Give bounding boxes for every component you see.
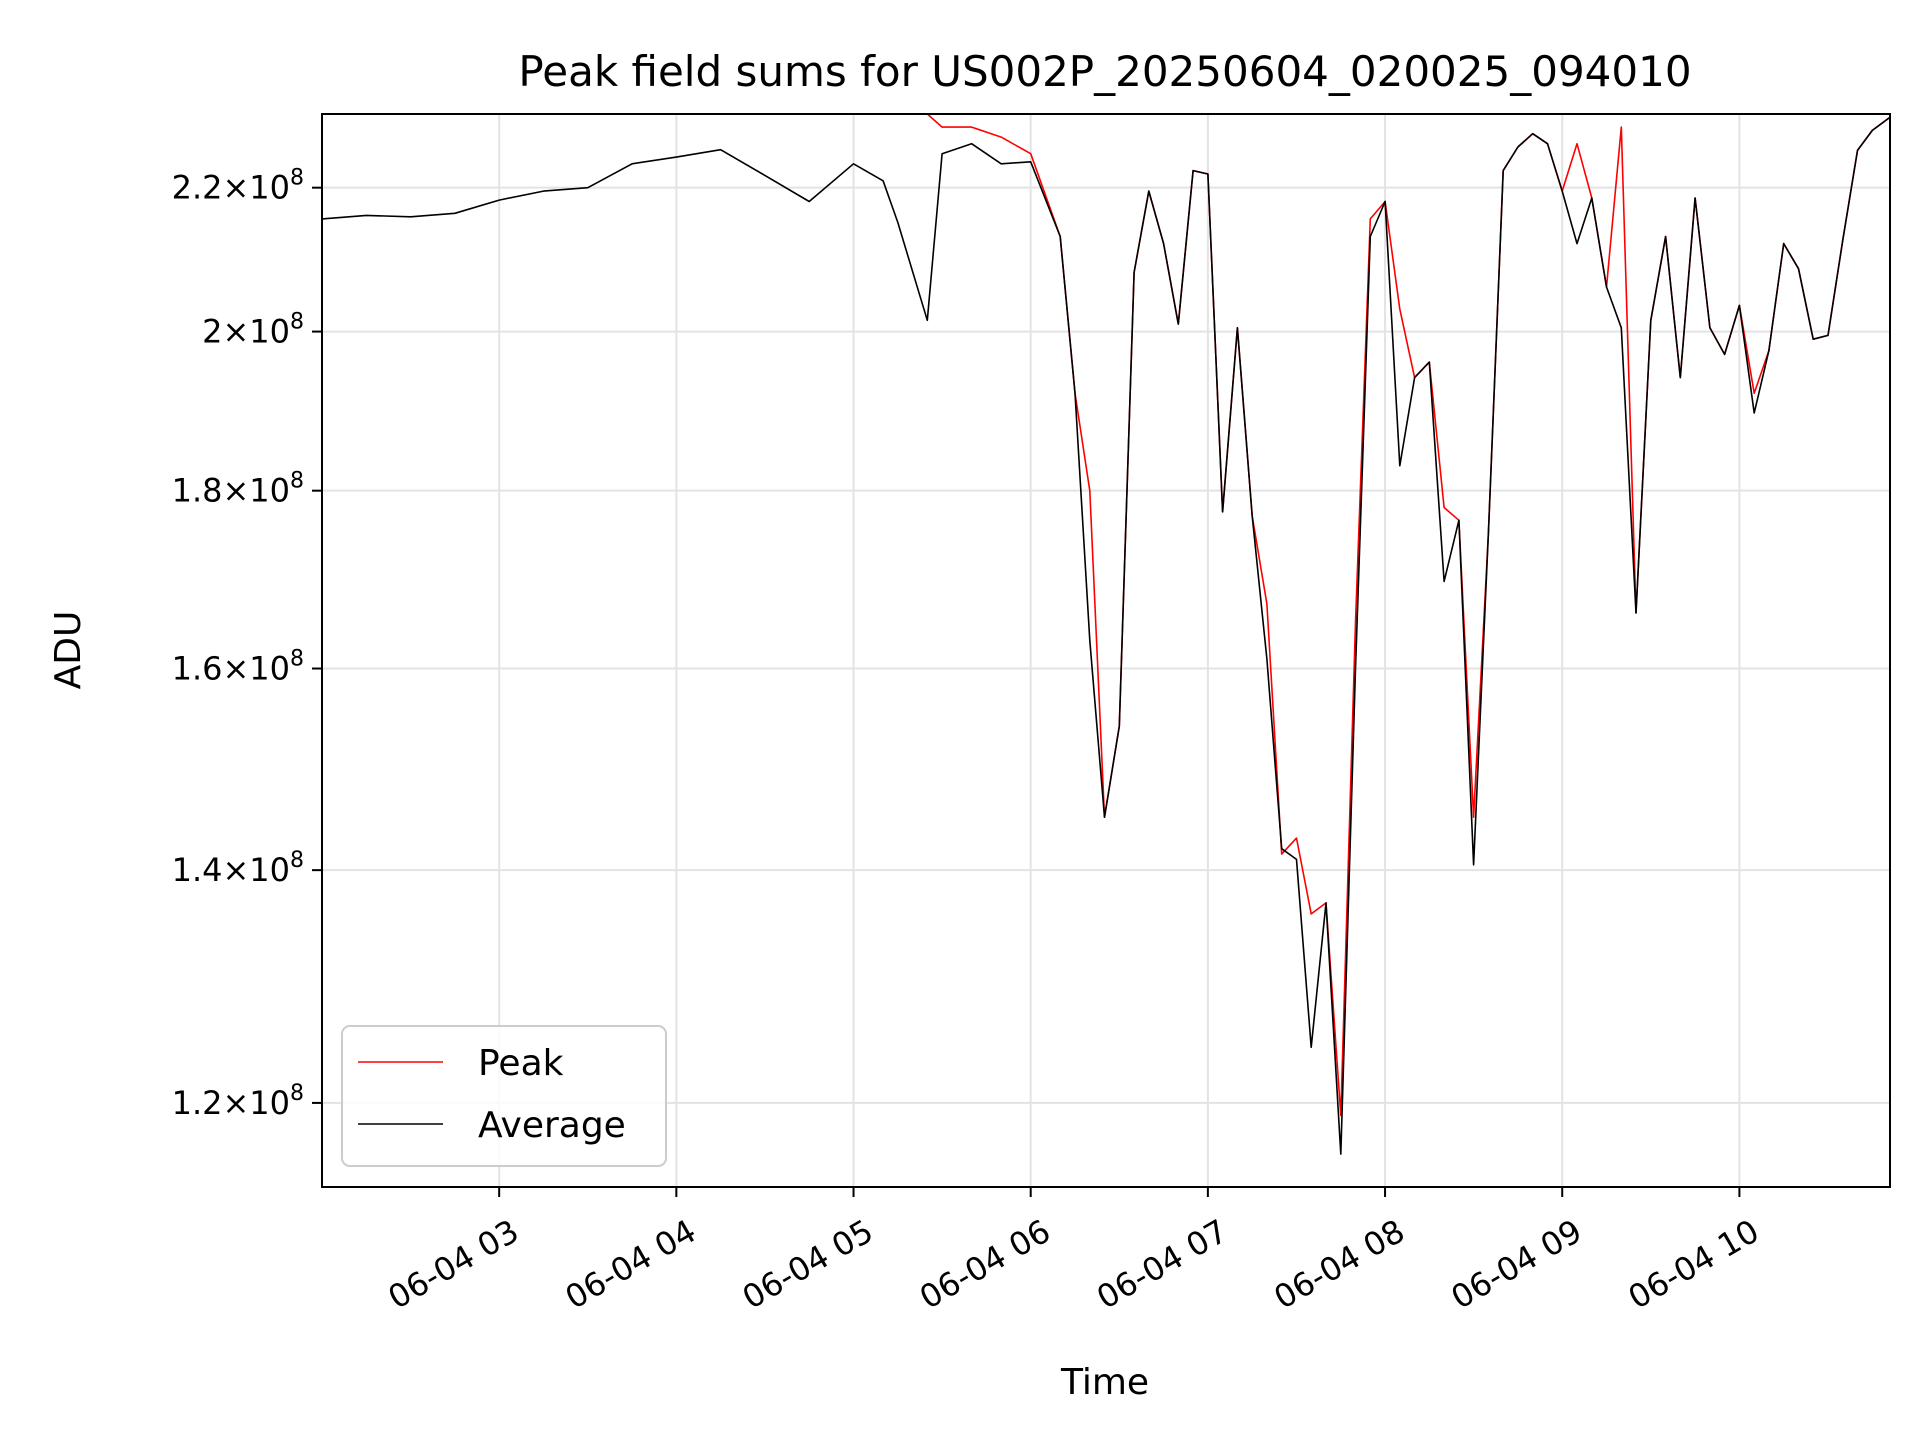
y-tick-base: ×10 (222, 1084, 290, 1122)
y-tick-exponent: 8 (290, 310, 304, 335)
y-tick-exponent: 8 (290, 166, 304, 191)
y-tick-mantissa: 1.8 (172, 472, 223, 510)
y-tick-mantissa: 2.2 (172, 169, 223, 207)
y-tick-label: 1.6×108 (172, 647, 304, 688)
y-tick-base: ×10 (222, 472, 290, 510)
y-tick-label: 1.4×108 (172, 848, 304, 889)
legend: Peak Average (341, 1025, 667, 1167)
x-axis-label: Time (1060, 1362, 1149, 1403)
y-tick-label: 2×108 (202, 310, 304, 351)
grid (322, 114, 1890, 1187)
series-layer (322, 114, 1890, 1155)
y-tick-base: ×10 (222, 851, 290, 889)
legend-box (341, 1025, 667, 1167)
y-tick-base: ×10 (222, 650, 290, 688)
legend-label-peak: Peak (478, 1043, 564, 1084)
y-tick-exponent: 8 (290, 469, 304, 494)
y-tick-label: 1.8×108 (172, 469, 304, 510)
y-axis-label: ADU (48, 611, 89, 690)
y-tick-mantissa: 1.6 (172, 650, 223, 688)
chart-title: Peak field sums for US002P_20250604_0200… (518, 47, 1691, 96)
y-tick-exponent: 8 (290, 848, 304, 873)
y-tick-base: ×10 (222, 313, 290, 351)
y-tick-exponent: 8 (290, 647, 304, 672)
y-tick-exponent: 8 (290, 1081, 304, 1106)
y-tick-label: 2.2×108 (172, 166, 304, 207)
legend-label-average: Average (478, 1105, 626, 1146)
plot-frame (321, 113, 1891, 1188)
y-tick-mantissa: 2 (202, 313, 222, 351)
y-tick-mantissa: 1.4 (172, 851, 223, 889)
y-tick-label: 1.2×108 (172, 1081, 304, 1122)
series-line-average (322, 116, 1890, 1155)
y-tick-base: ×10 (222, 169, 290, 207)
y-tick-mantissa: 1.2 (172, 1084, 223, 1122)
